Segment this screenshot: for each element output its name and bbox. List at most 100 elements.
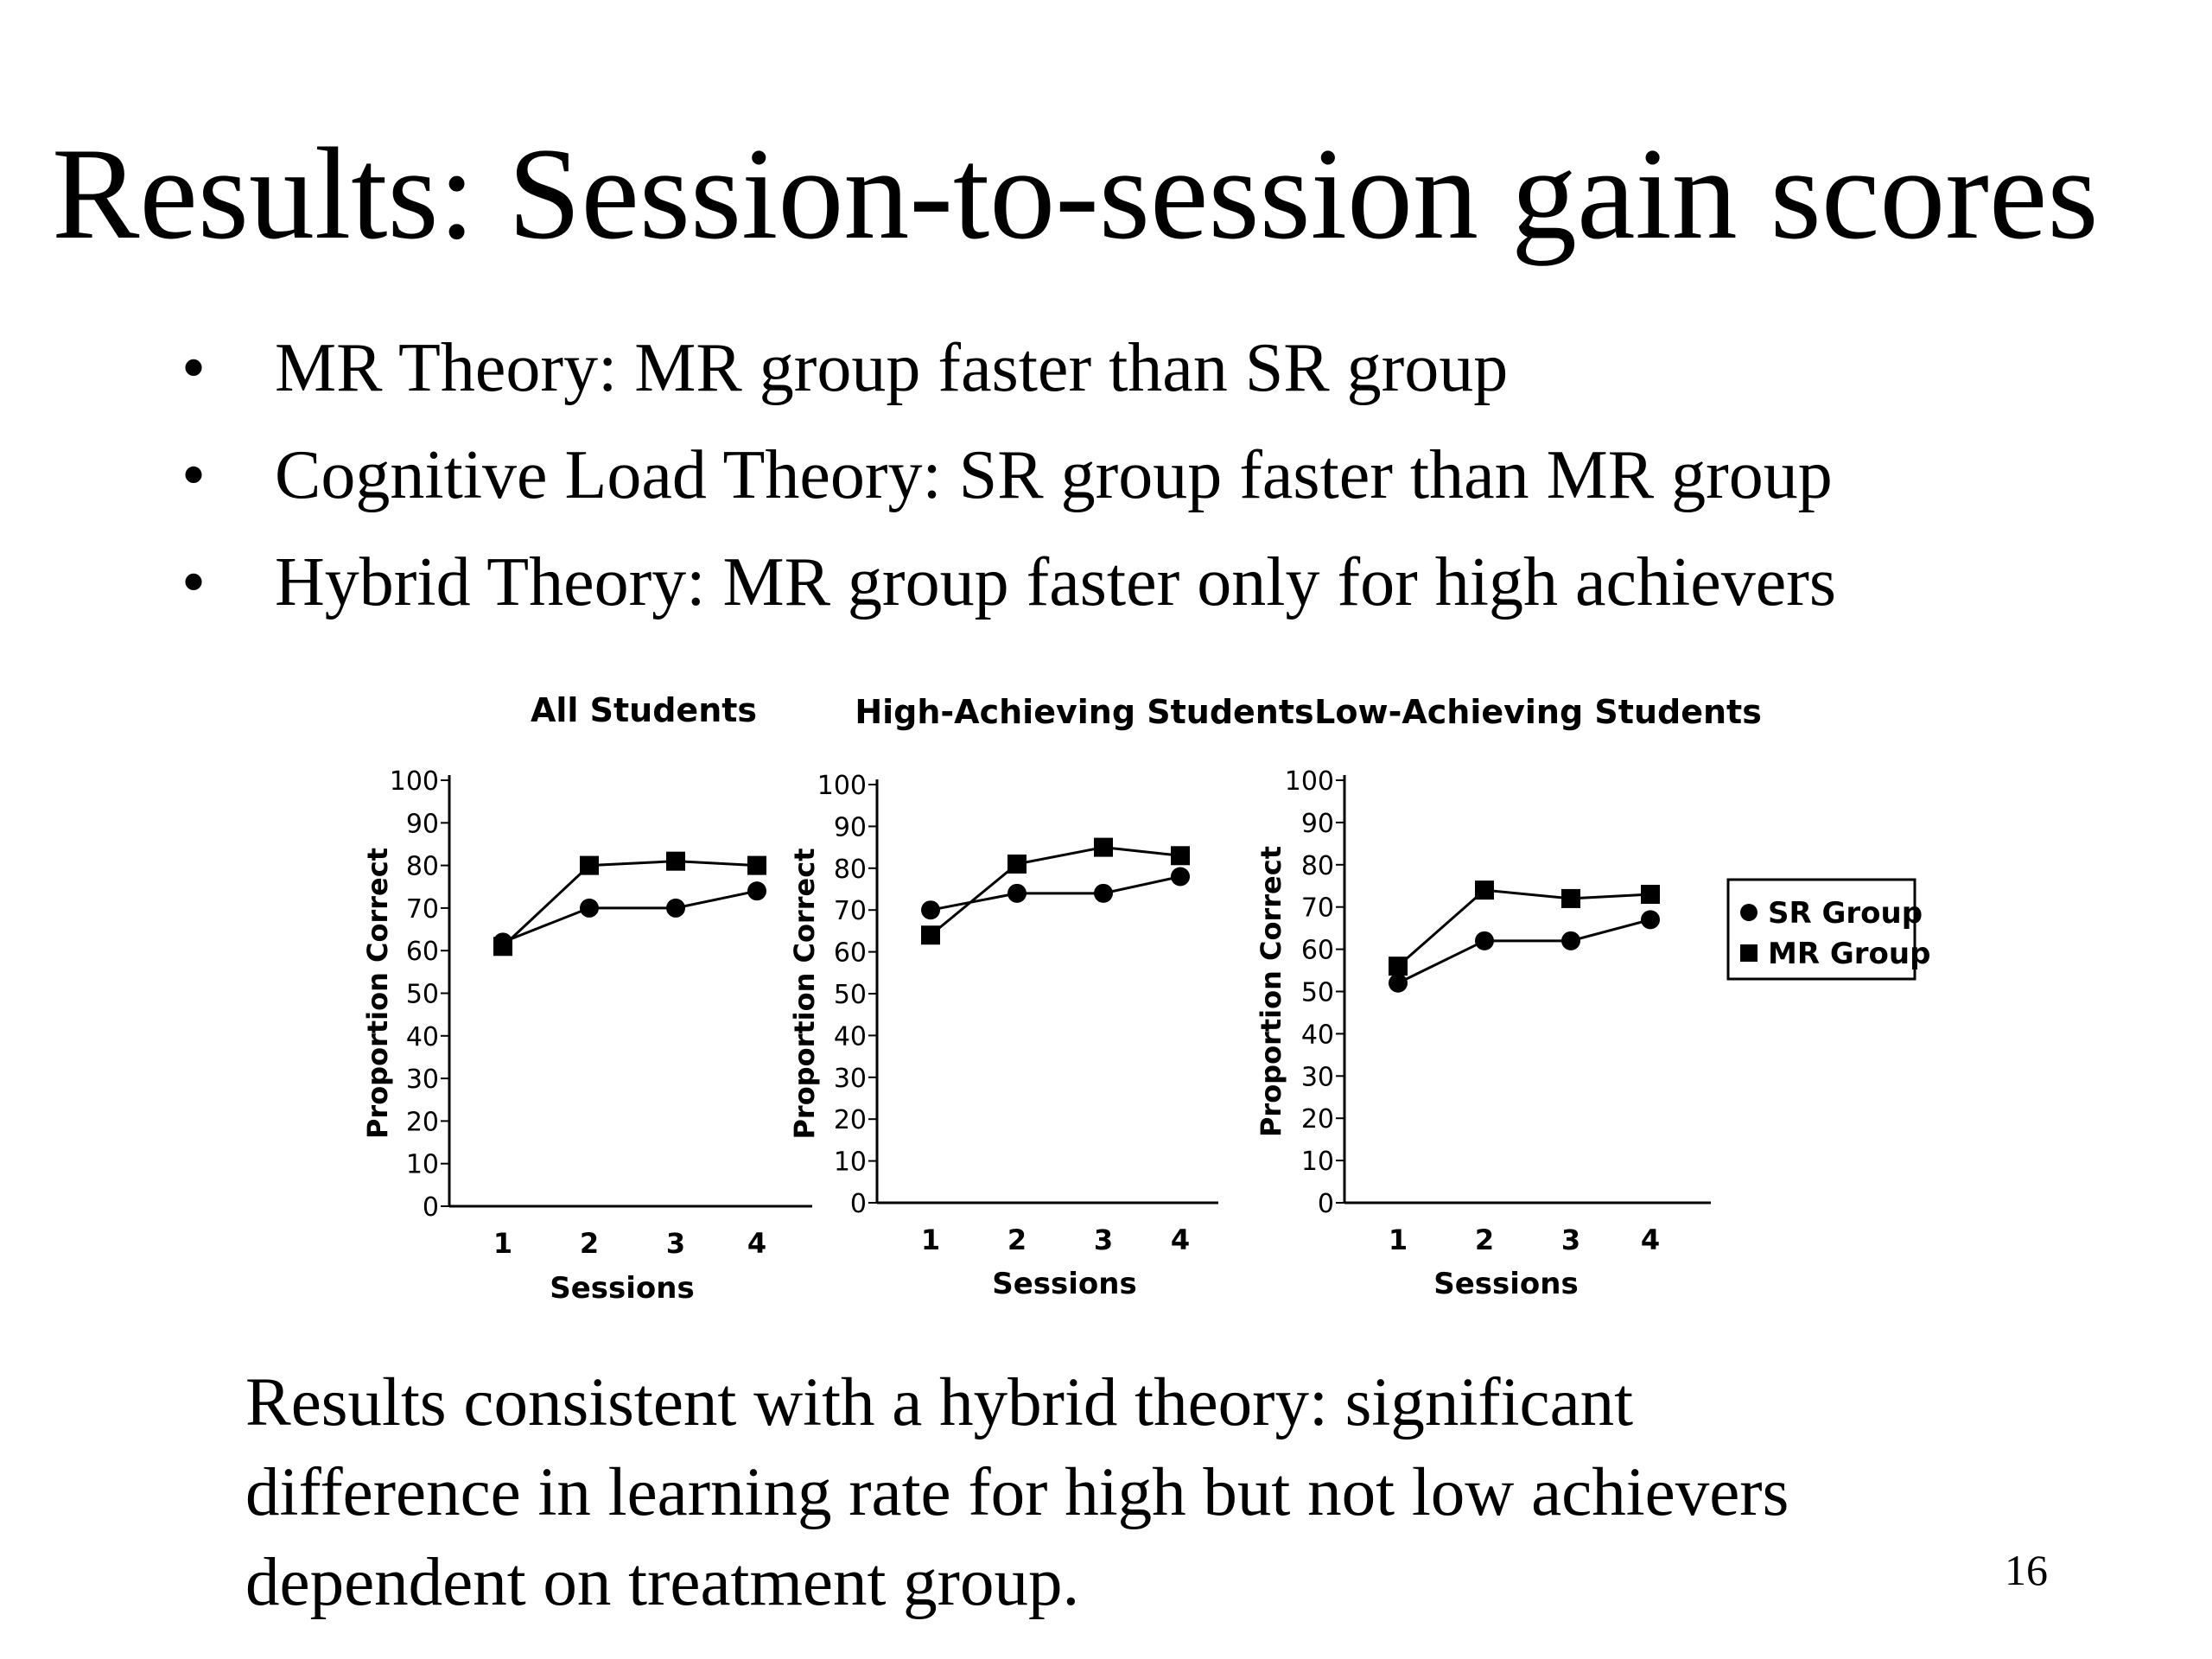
y-tick-label: 10 [1301, 1147, 1334, 1177]
y-tick-label: 80 [834, 855, 867, 885]
x-tick-label: 4 [1641, 1224, 1660, 1256]
y-tick-label: 40 [834, 1021, 867, 1052]
bullet-dot-icon: • [181, 544, 207, 620]
x-tick-label: 3 [1094, 1224, 1113, 1256]
y-tick-label: 70 [1301, 893, 1334, 924]
y-tick-label: 60 [406, 937, 439, 967]
sr-series-line [930, 875, 1181, 912]
mr-data-point [1007, 854, 1027, 874]
y-tick-label: 40 [1301, 1020, 1334, 1050]
x-axis-label: Sessions [992, 1267, 1136, 1301]
bullet-list: • MR Theory: MR group faster than SR gro… [181, 334, 1836, 655]
y-tick-label: 10 [406, 1150, 439, 1180]
sr-data-point [580, 898, 599, 918]
mr-data-point [1641, 885, 1660, 905]
y-tick-label: 100 [1285, 766, 1334, 797]
y-tick-label: 100 [817, 771, 867, 801]
sr-data-point [1561, 931, 1580, 950]
slide-title: Results: Session-to-session gain scores [52, 121, 2099, 266]
y-tick-label: 20 [1301, 1104, 1334, 1135]
legend [1726, 878, 1916, 981]
mr-data-point [1561, 888, 1580, 908]
legend-box [1726, 878, 1916, 981]
mr-data-point [921, 925, 940, 945]
sr-data-point [1475, 931, 1494, 950]
mr-data-point [580, 855, 599, 875]
conclusion-line: dependent on treatment group. [245, 1545, 1080, 1620]
y-tick-label: 50 [834, 980, 867, 1010]
bullet-text: Cognitive Load Theory: SR group faster t… [275, 437, 1833, 513]
x-tick-label: 3 [666, 1227, 685, 1260]
sr-data-point [1389, 973, 1408, 993]
y-tick-label: 90 [406, 809, 439, 839]
legend-label: SR Group [1768, 896, 1923, 931]
legend-mr-marker [1740, 944, 1758, 962]
bullet-item: • MR Theory: MR group faster than SR gro… [181, 334, 1836, 441]
y-tick-label: 20 [834, 1105, 867, 1135]
page-number: 16 [2005, 1546, 2048, 1594]
y-tick-label: 50 [1301, 978, 1334, 1008]
y-tick-label: 70 [834, 896, 867, 926]
chart-title: All Students [531, 691, 757, 729]
x-tick-label: 2 [1007, 1224, 1027, 1256]
y-tick-label: 40 [406, 1022, 439, 1052]
conclusion-line: difference in learning rate for high but… [245, 1455, 1789, 1530]
sr-data-point [1094, 883, 1113, 903]
y-tick-label: 0 [423, 1192, 439, 1223]
mr-data-point [666, 851, 685, 871]
y-tick-label: 30 [406, 1065, 439, 1095]
y-axis-label: Proportion Correct [788, 848, 821, 1139]
y-tick-label: 80 [406, 852, 439, 882]
bullet-item: • Cognitive Load Theory: SR group faster… [181, 441, 1836, 548]
x-tick-label: 3 [1561, 1224, 1580, 1256]
sr-data-point [921, 900, 940, 920]
x-tick-label: 1 [921, 1224, 940, 1256]
mr-series-line [1397, 888, 1651, 968]
x-axis-label: Sessions [1433, 1267, 1578, 1301]
y-tick-label: 10 [834, 1147, 867, 1178]
chart-title: Low-Achieving Students [1314, 693, 1762, 731]
x-tick-label: 4 [1171, 1224, 1190, 1256]
y-tick-label: 20 [406, 1107, 439, 1137]
chart-title: High-Achieving Students [855, 693, 1313, 731]
y-tick-label: 70 [406, 894, 439, 925]
x-tick-label: 1 [1389, 1224, 1408, 1256]
x-tick-label: 2 [1475, 1224, 1494, 1256]
mr-data-point [1389, 957, 1408, 976]
bullet-item: • Hybrid Theory: MR group faster only fo… [181, 548, 1836, 655]
x-tick-label: 2 [580, 1227, 599, 1260]
sr-data-point [1007, 883, 1027, 903]
mr-data-point [1171, 846, 1190, 866]
y-axis-label: Proportion Correct [1255, 846, 1287, 1137]
y-tick-label: 90 [834, 812, 867, 842]
bullet-dot-icon: • [181, 330, 207, 406]
y-tick-label: 90 [1301, 809, 1334, 839]
sr-data-point [1171, 867, 1190, 887]
y-tick-label: 60 [834, 938, 867, 969]
legend-sr-marker [1740, 904, 1758, 921]
mr-data-point [747, 855, 766, 875]
y-tick-label: 0 [850, 1189, 867, 1219]
legend-label: MR Group [1768, 937, 1930, 971]
sr-series-line [502, 889, 758, 944]
y-tick-label: 50 [406, 980, 439, 1010]
mr-data-point [1475, 880, 1494, 900]
x-tick-label: 4 [747, 1227, 766, 1260]
y-tick-label: 80 [1301, 851, 1334, 881]
sr-data-point [747, 881, 766, 901]
conclusion-text: Results consistent with a hybrid theory:… [245, 1358, 1789, 1628]
mr-data-point [493, 937, 512, 957]
sr-data-point [1641, 910, 1660, 930]
bullet-text: Hybrid Theory: MR group faster only for … [275, 544, 1836, 620]
y-tick-label: 60 [1301, 936, 1334, 966]
sr-series-line [1397, 918, 1651, 985]
conclusion-line: Results consistent with a hybrid theory:… [245, 1365, 1634, 1440]
y-tick-label: 100 [390, 766, 439, 797]
bullet-text: MR Theory: MR group faster than SR group [275, 330, 1509, 406]
y-tick-label: 30 [1301, 1062, 1334, 1092]
mr-data-point [1094, 837, 1113, 857]
bullet-dot-icon: • [181, 437, 207, 513]
mr-series-line [930, 846, 1181, 937]
y-axis-label: Proportion Correct [361, 848, 394, 1139]
